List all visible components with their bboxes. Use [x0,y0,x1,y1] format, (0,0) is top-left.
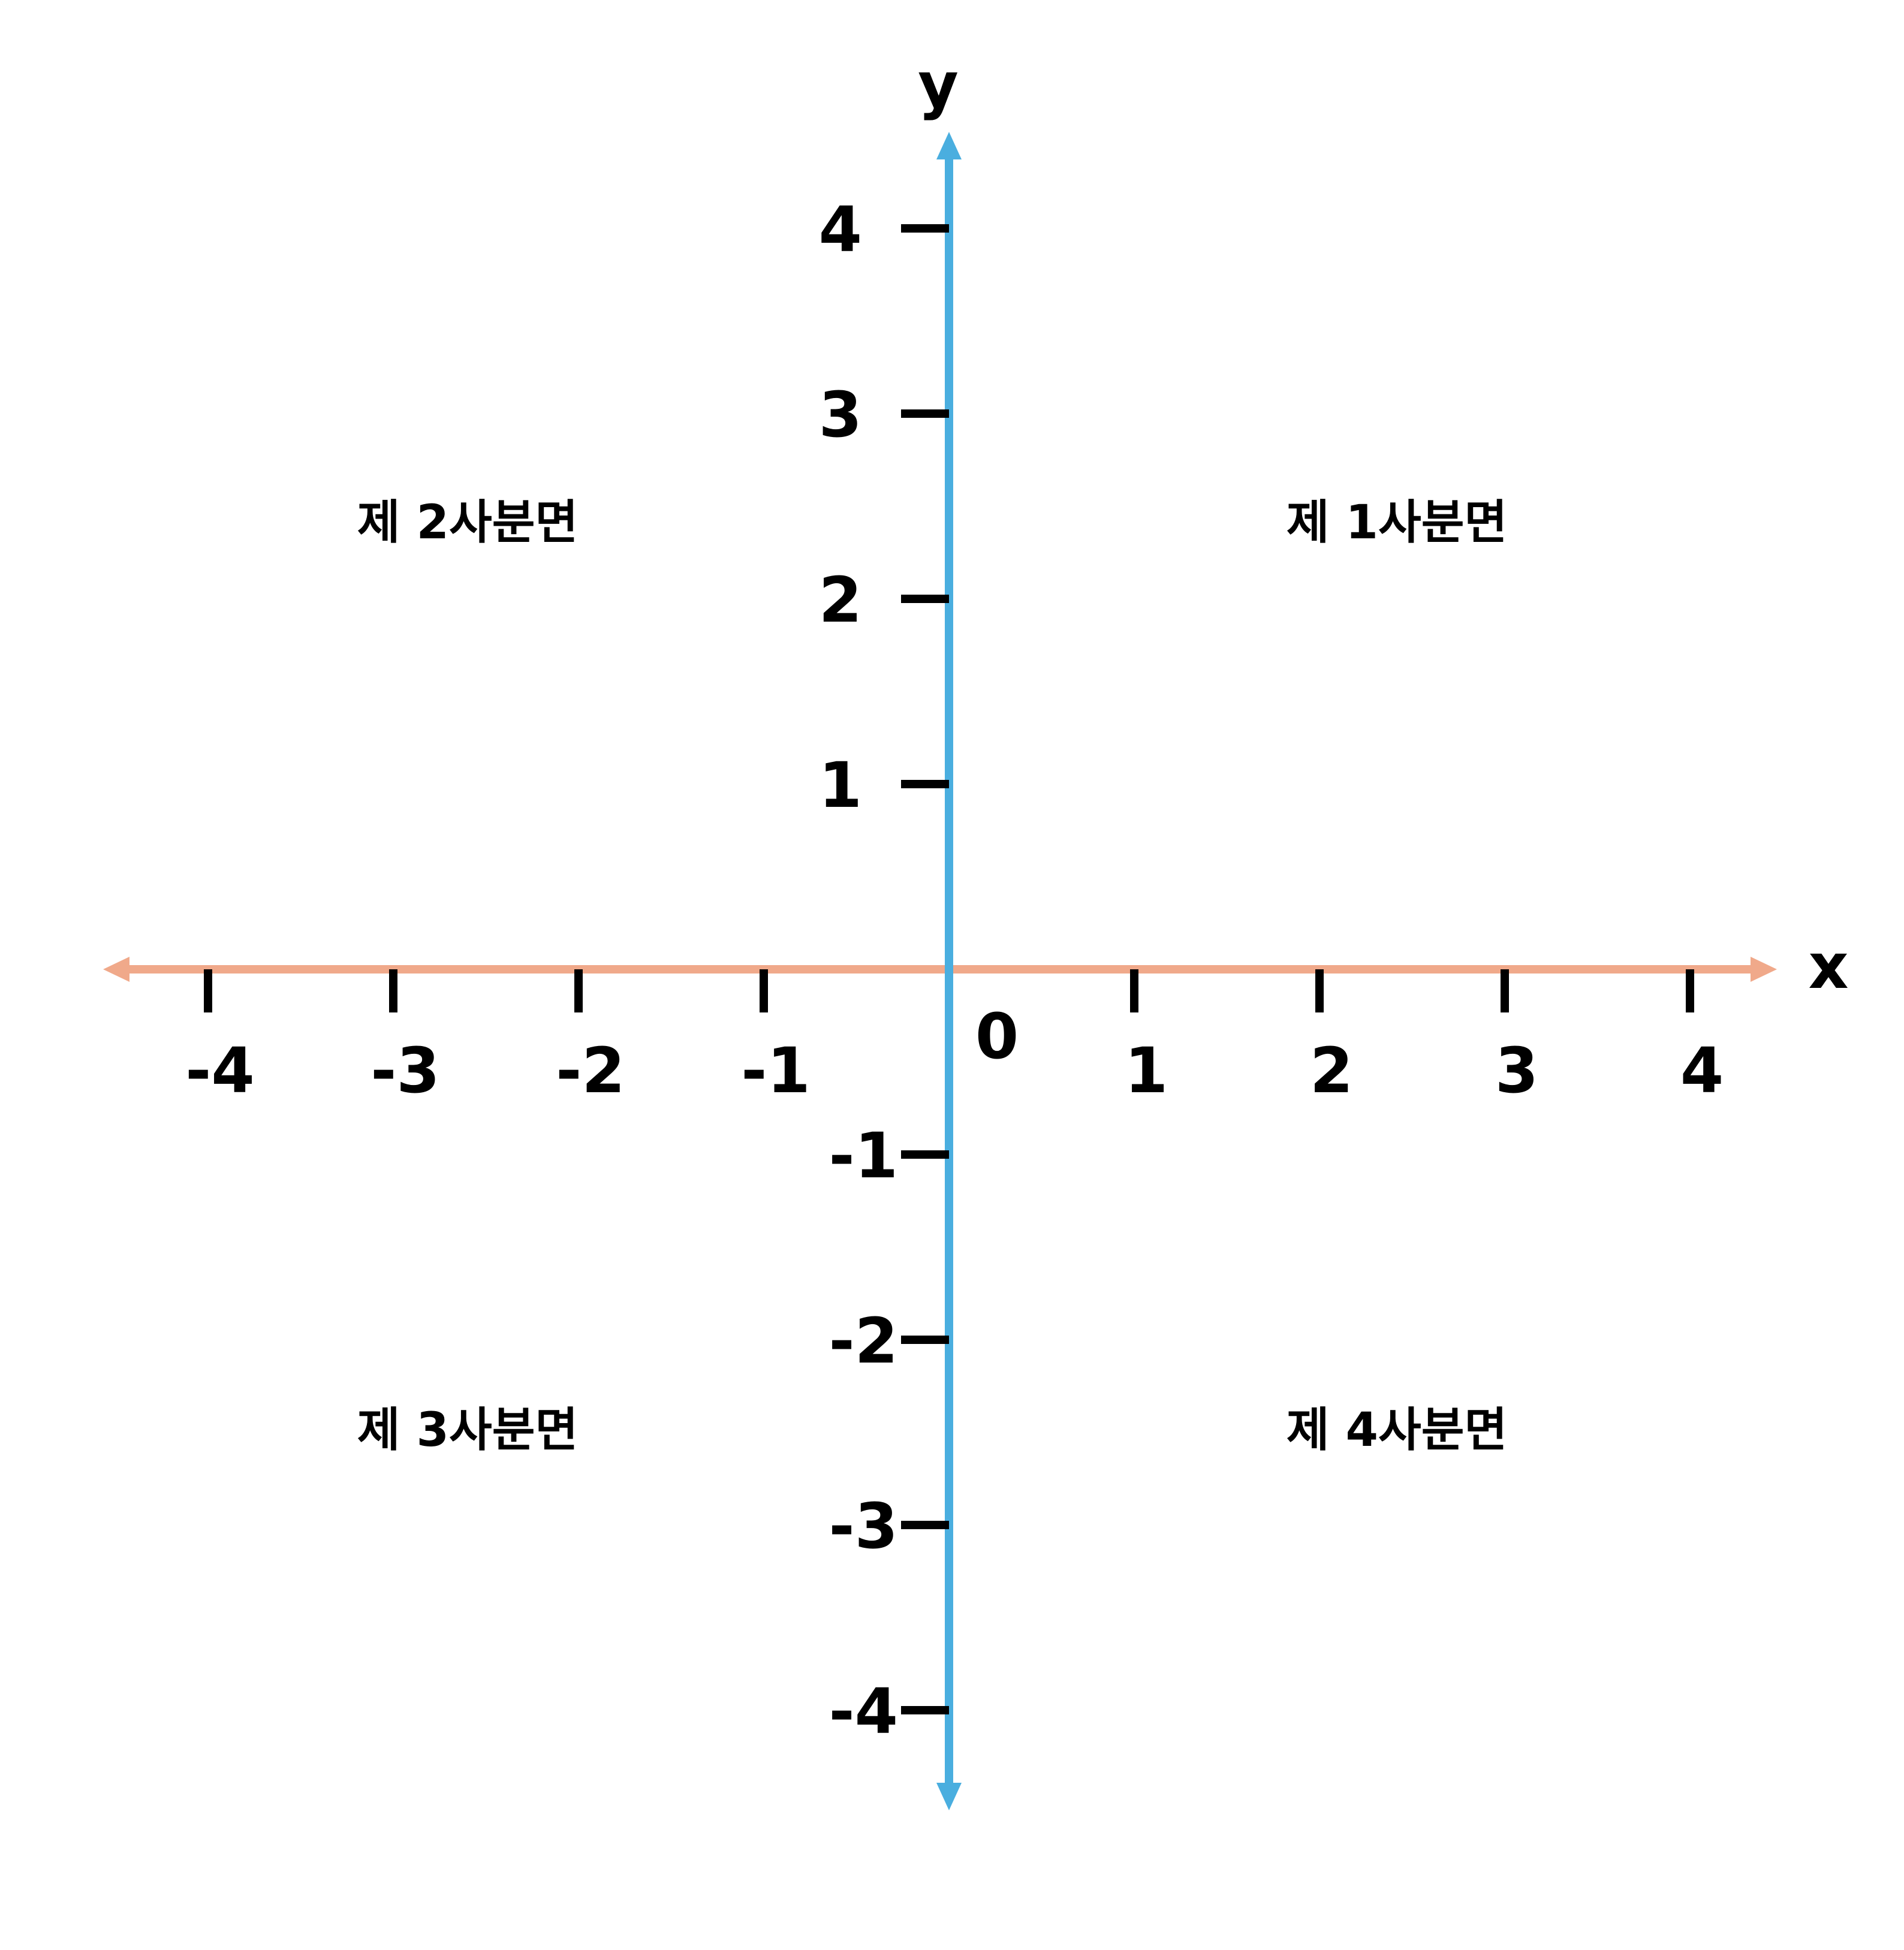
y-tick-label: -1 [829,1119,898,1192]
x-axis-name: x [1808,930,1848,1003]
y-axis-ticks: 4 3 2 1 -1 -2 -3 -4 [819,193,949,1748]
y-axis-bottom-arrowhead [936,1783,962,1810]
x-tick-label: 4 [1680,1034,1724,1107]
x-axis [103,957,1777,982]
y-tick-label: 4 [819,193,862,266]
quadrant-3-label: 제 3사분면 [357,1403,578,1457]
quadrant-2-label: 제 2사분면 [357,496,578,550]
x-axis-left-arrowhead [103,957,129,982]
y-tick-label: 3 [819,378,862,451]
quadrant-1-label: 제 1사분면 [1287,496,1507,550]
y-axis-name: y [918,49,959,122]
x-tick-label: 1 [1125,1034,1168,1107]
y-tick-label: -2 [829,1304,898,1378]
origin-label: 0 [975,1000,1019,1073]
y-tick-label: 1 [819,749,862,822]
y-tick-label: 2 [819,563,862,637]
x-tick-label: 2 [1310,1034,1353,1107]
x-tick-label: -4 [185,1034,255,1107]
x-tick-label: 3 [1495,1034,1538,1107]
quadrant-4-label: 제 4사분면 [1287,1403,1507,1457]
x-axis-ticks: -4 -3 -2 -1 1 2 3 4 [185,969,1724,1107]
y-axis-top-arrowhead [936,132,962,159]
x-tick-label: -2 [556,1034,625,1107]
x-tick-label: -3 [370,1034,440,1107]
y-tick-label: -3 [829,1490,898,1563]
x-tick-label: -1 [741,1034,811,1107]
x-axis-right-arrowhead [1751,957,1777,982]
y-tick-label: -4 [829,1675,898,1748]
